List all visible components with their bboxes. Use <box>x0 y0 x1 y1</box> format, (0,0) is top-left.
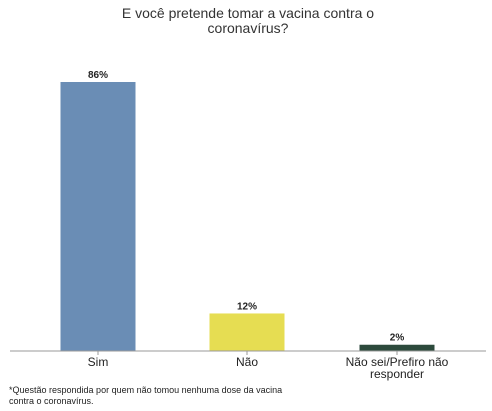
x-tick-label: Sim <box>88 355 109 369</box>
x-tick-label: Não sei/Prefiro não <box>346 355 449 369</box>
bar <box>209 313 285 351</box>
data-labels: 86% 12% 2% <box>88 70 404 344</box>
data-label: 86% <box>88 70 108 81</box>
data-label: 2% <box>390 333 405 344</box>
x-tick-label: responder <box>370 367 424 381</box>
chart-title-line: E você pretende tomar a vacina contra o <box>122 5 374 21</box>
chart-title: E você pretende tomar a vacina contra oc… <box>122 5 374 36</box>
data-label: 12% <box>237 301 257 312</box>
footnote: *Questão respondida por quem não tomou n… <box>9 385 283 406</box>
bars <box>60 82 435 351</box>
x-tick-label: Não <box>236 355 258 369</box>
bar <box>60 82 136 351</box>
bar <box>359 344 435 351</box>
chart-title-line: coronavírus? <box>208 20 289 36</box>
